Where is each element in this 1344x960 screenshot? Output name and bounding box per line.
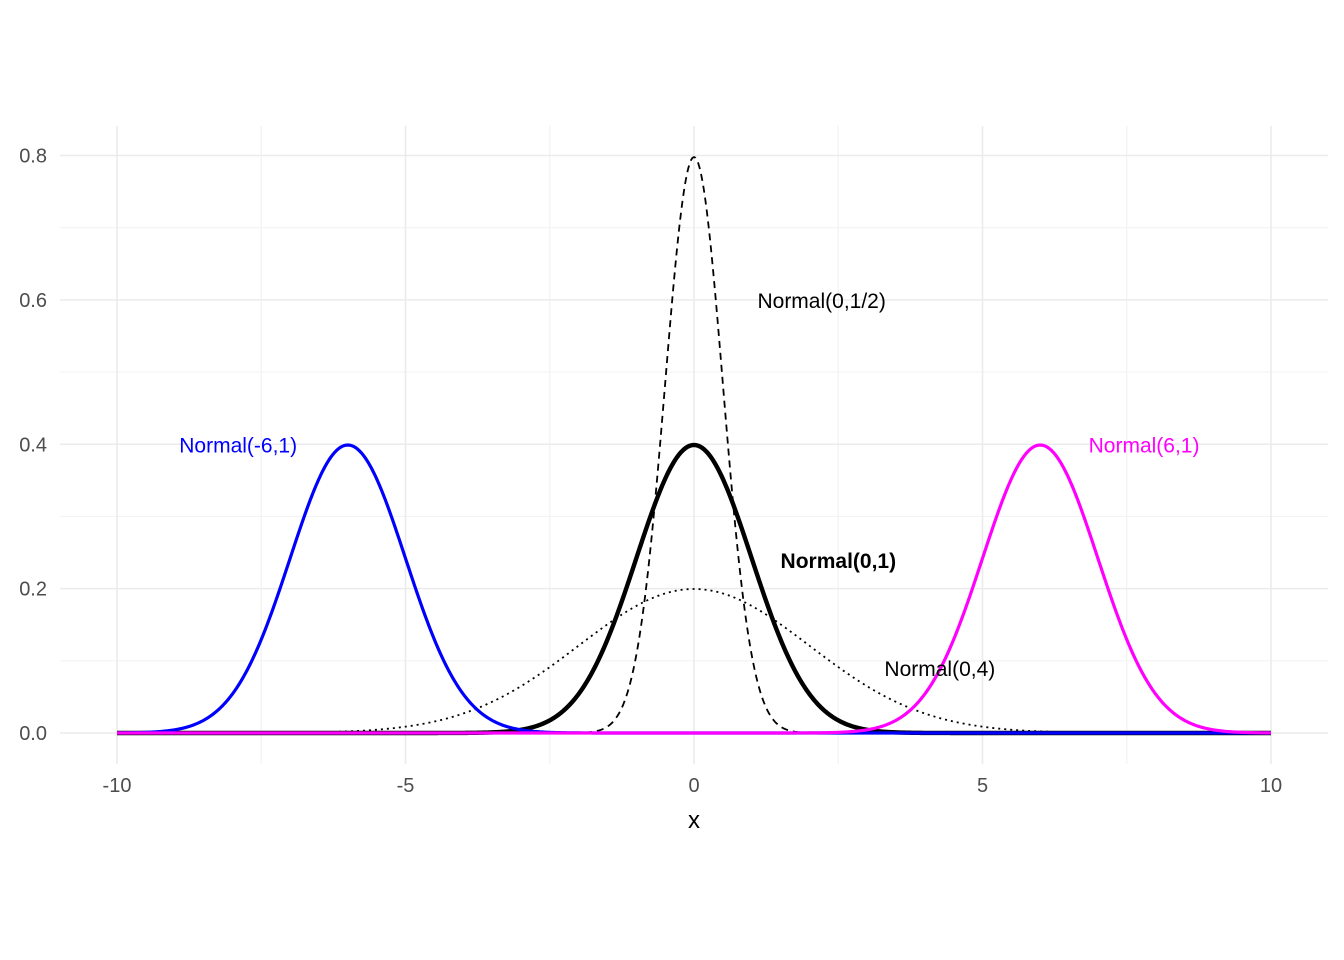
x-axis-tick-labels: -10 -5 0 5 10 xyxy=(103,775,1283,797)
x-tick-label: 0 xyxy=(688,775,699,797)
series-label: Normal(0,1) xyxy=(781,550,897,573)
x-tick-label: -5 xyxy=(397,775,415,797)
y-tick-label: 0.2 xyxy=(19,579,47,601)
y-tick-label: 0.8 xyxy=(19,146,47,168)
series-line xyxy=(116,443,1272,735)
x-tick-label: -10 xyxy=(103,775,132,797)
series-label: Normal(-6,1) xyxy=(179,434,297,457)
x-tick-label: 5 xyxy=(977,775,988,797)
y-tick-label: 0.4 xyxy=(19,434,47,456)
y-tick-label: 0.0 xyxy=(19,723,47,745)
series-label: Normal(0,1/2) xyxy=(757,290,885,313)
series-label: Normal(6,1) xyxy=(1089,434,1200,457)
y-tick-label: 0.6 xyxy=(19,290,47,312)
x-axis-title: x xyxy=(688,807,700,834)
y-axis-tick-labels: 0.0 0.2 0.4 0.6 0.8 xyxy=(19,146,47,746)
curve-labels: Normal(-6,1) Normal(6,1) Normal(0,1) Normal… xyxy=(179,290,1199,681)
curves xyxy=(116,156,1272,736)
series-label: Normal(0,4) xyxy=(884,658,995,681)
x-tick-label: 10 xyxy=(1260,775,1282,797)
